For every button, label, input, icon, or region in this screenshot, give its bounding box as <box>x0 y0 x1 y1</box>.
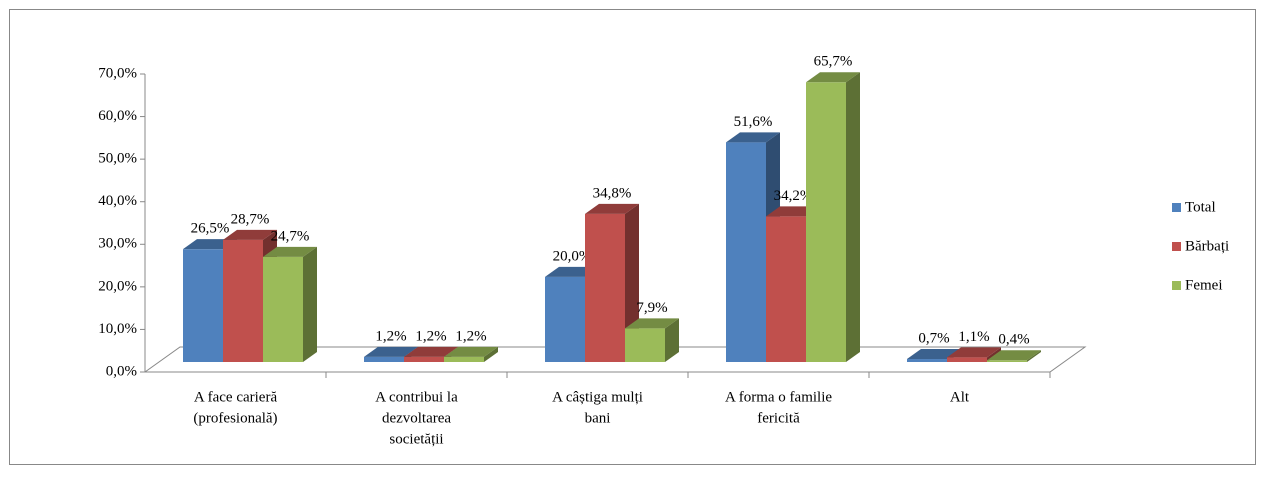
bar-top <box>585 203 639 214</box>
bar-top <box>806 72 860 83</box>
y-tick-label: 70,0% <box>98 65 137 81</box>
y-tick-label: 40,0% <box>98 193 137 209</box>
value-label: 34,2% <box>774 188 813 204</box>
value-label: 20,0% <box>553 248 592 264</box>
bar-side <box>1027 350 1041 362</box>
x-tick-label: A contribui la <box>375 389 458 405</box>
bar-front <box>183 249 223 362</box>
value-label: 0,4% <box>998 332 1029 348</box>
value-label: 1,2% <box>375 328 406 344</box>
y-tick-label: 20,0% <box>98 278 137 294</box>
legend-label: Total <box>1185 199 1216 215</box>
bar-front <box>263 256 303 362</box>
bar-top <box>364 346 418 357</box>
bar-front <box>404 356 444 362</box>
value-label: 65,7% <box>814 54 853 70</box>
value-label: 24,7% <box>271 228 310 244</box>
bar-top <box>625 318 679 329</box>
value-label: 1,2% <box>415 328 446 344</box>
x-tick-label: dezvoltarea <box>382 410 451 426</box>
bar-front <box>585 213 625 362</box>
bar-front <box>947 357 987 362</box>
value-label: 51,6% <box>734 114 773 130</box>
bar-front <box>625 328 665 362</box>
bar-top <box>263 246 317 257</box>
bar-top <box>907 349 961 360</box>
bar-front <box>223 239 263 362</box>
bar-top <box>404 346 458 357</box>
x-tick-label: Alt <box>950 389 970 405</box>
bar-top <box>444 346 498 357</box>
bar-front <box>907 359 947 362</box>
x-tick-label: societății <box>389 431 443 447</box>
y-tick-label: 30,0% <box>98 236 137 252</box>
y-tick-label: 50,0% <box>98 151 137 167</box>
value-label: 28,7% <box>231 211 270 227</box>
legend-swatch <box>1172 281 1181 290</box>
x-tick-label: A forma o familie <box>725 389 832 405</box>
bar-front <box>364 356 404 362</box>
bar-top <box>223 229 277 240</box>
legend-swatch <box>1172 203 1181 212</box>
value-label: 34,8% <box>593 185 632 201</box>
legend-label: Bărbați <box>1185 238 1229 254</box>
bar-side <box>846 72 860 362</box>
value-label: 7,9% <box>636 300 667 316</box>
bar-top <box>726 132 780 143</box>
bar-front <box>444 356 484 362</box>
legend-label: Femei <box>1185 277 1223 293</box>
y-tick-label: 60,0% <box>98 108 137 124</box>
x-tick-label: A face carieră <box>194 389 278 405</box>
bar-top <box>987 350 1041 361</box>
x-tick-label: A câștiga mulți <box>552 389 643 405</box>
y-tick-label: 0,0% <box>106 363 137 379</box>
y-tick-label: 10,0% <box>98 321 137 337</box>
bar-side <box>303 246 317 362</box>
x-tick-label: bani <box>585 410 611 426</box>
legend-swatch <box>1172 242 1181 251</box>
value-label: 1,2% <box>455 328 486 344</box>
x-tick-label: fericită <box>757 410 800 426</box>
bar-front <box>806 82 846 362</box>
bar-front <box>987 360 1027 362</box>
bar-front <box>545 276 585 362</box>
bar-side <box>665 318 679 362</box>
bar-top <box>947 347 1001 358</box>
bar-front <box>766 216 806 362</box>
value-label: 26,5% <box>191 221 230 237</box>
bar-front <box>726 142 766 362</box>
value-label: 0,7% <box>918 330 949 346</box>
value-label: 1,1% <box>958 329 989 345</box>
x-tick-label: (profesională) <box>193 410 277 426</box>
bar-side <box>484 346 498 362</box>
